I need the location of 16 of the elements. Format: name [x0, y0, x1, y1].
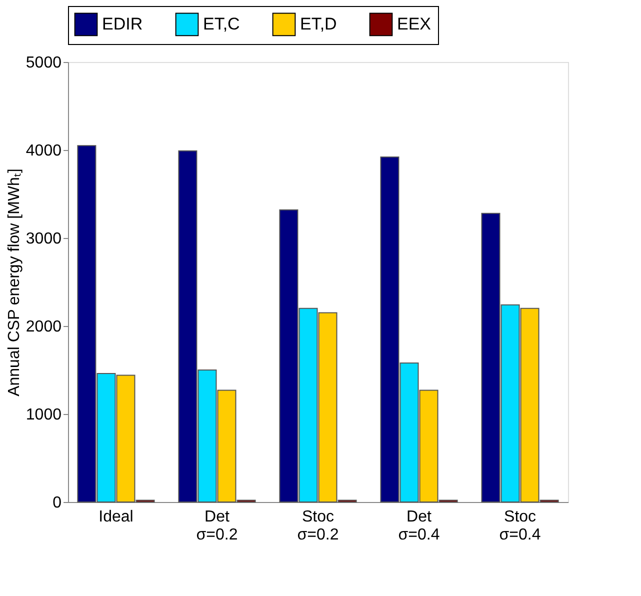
y-tick-label: 3000 — [26, 230, 62, 248]
legend-label: EDIR — [102, 14, 143, 34]
x-tick-label: Stoc σ=0.4 — [499, 508, 541, 544]
x-tick-label: Ideal — [98, 508, 134, 526]
y-axis-title: Annual CSP energy flow [MWhₜ] — [6, 168, 23, 396]
y-tick-label: 1000 — [26, 406, 62, 424]
y-tick-label: 0 — [52, 494, 62, 512]
y-tick-label: 4000 — [26, 142, 62, 160]
x-tick-label: Det σ=0.4 — [398, 508, 440, 544]
legend-label: ET,C — [203, 14, 240, 34]
x-tick-label: Stoc σ=0.2 — [297, 508, 339, 544]
y-tick-label: 5000 — [26, 54, 62, 72]
y-tick-label: 2000 — [26, 318, 62, 336]
x-tick-label: Det σ=0.2 — [196, 508, 238, 544]
legend-label: EEX — [397, 14, 432, 34]
legend-label: ET,D — [300, 14, 337, 34]
